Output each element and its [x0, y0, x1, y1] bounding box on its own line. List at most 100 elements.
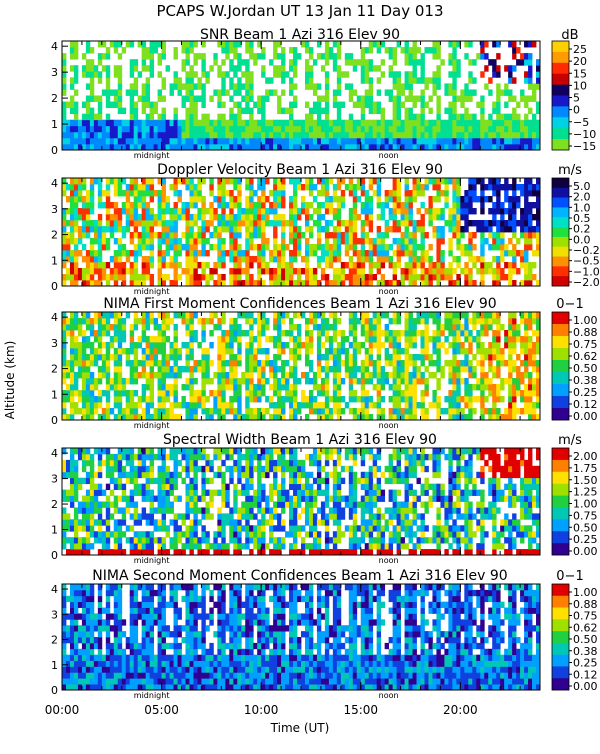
heatmap-cell	[261, 96, 265, 102]
heatmap-cell	[317, 408, 321, 414]
heatmap-cell	[452, 348, 456, 354]
heatmap-cell	[241, 378, 245, 384]
heatmap-cell	[373, 342, 377, 348]
heatmap-cell	[508, 390, 512, 396]
heatmap-cell	[162, 132, 166, 138]
heatmap-cell	[66, 496, 70, 502]
heatmap-cell	[70, 280, 74, 286]
heatmap-cell	[62, 280, 66, 286]
heatmap-cell	[261, 348, 265, 354]
heatmap-cell	[273, 402, 277, 408]
heatmap-cell	[317, 96, 321, 102]
heatmap-cell	[436, 250, 440, 256]
heatmap-cell	[114, 250, 118, 256]
heatmap-cell	[98, 238, 102, 244]
heatmap-cell	[142, 59, 146, 65]
heatmap-cell	[460, 342, 464, 348]
heatmap-cell	[126, 226, 130, 232]
heatmap-cell	[193, 59, 197, 65]
heatmap-cell	[305, 47, 309, 53]
heatmap-cell	[142, 318, 146, 324]
heatmap-cell	[162, 83, 166, 89]
heatmap-cell	[205, 280, 209, 286]
heatmap-cell	[257, 214, 261, 220]
heatmap-cell	[289, 414, 293, 420]
heatmap-cell	[126, 126, 130, 132]
heatmap-cell	[417, 77, 421, 83]
heatmap-cell	[361, 256, 365, 262]
heatmap-cell	[110, 102, 114, 108]
heatmap-cell	[353, 208, 357, 214]
heatmap-cell	[217, 274, 221, 280]
heatmap-cell	[229, 336, 233, 342]
heatmap-cell	[365, 250, 369, 256]
heatmap-cell	[82, 330, 86, 336]
heatmap-cell	[277, 96, 281, 102]
heatmap-cell	[289, 196, 293, 202]
heatmap-cell	[289, 202, 293, 208]
heatmap-cell	[94, 330, 98, 336]
heatmap-cell	[345, 220, 349, 226]
heatmap-cell	[265, 214, 269, 220]
heatmap-cell	[524, 244, 528, 250]
heatmap-cell	[174, 280, 178, 286]
heatmap-cell	[341, 196, 345, 202]
heatmap-cell	[205, 114, 209, 120]
heatmap-cell	[377, 372, 381, 378]
heatmap-cell	[249, 372, 253, 378]
heatmap-cell	[301, 268, 305, 274]
heatmap-cell	[86, 472, 90, 478]
heatmap-cell	[413, 196, 417, 202]
heatmap-cell	[185, 41, 189, 47]
heatmap-cell	[114, 414, 118, 420]
heatmap-cell	[273, 126, 277, 132]
heatmap-cell	[317, 114, 321, 120]
heatmap-cell	[249, 396, 253, 402]
heatmap-cell	[373, 366, 377, 372]
heatmap-cell	[361, 96, 365, 102]
heatmap-cell	[293, 250, 297, 256]
heatmap-cell	[361, 132, 365, 138]
heatmap-cell	[345, 238, 349, 244]
colorbar-segment	[552, 52, 569, 63]
heatmap-cell	[86, 196, 90, 202]
heatmap-cell	[146, 226, 150, 232]
heatmap-cell	[225, 190, 229, 196]
heatmap-cell	[126, 378, 130, 384]
heatmap-cell	[237, 132, 241, 138]
heatmap-cell	[70, 448, 74, 454]
heatmap-cell	[94, 226, 98, 232]
heatmap-cell	[102, 366, 106, 372]
heatmap-cell	[440, 126, 444, 132]
heatmap-cell	[524, 256, 528, 262]
heatmap-cell	[532, 214, 536, 220]
heatmap-cell	[142, 144, 146, 150]
heatmap-cell	[305, 226, 309, 232]
heatmap-cell	[146, 274, 150, 280]
heatmap-cell	[528, 71, 532, 77]
heatmap-cell	[369, 226, 373, 232]
heatmap-cell	[130, 190, 134, 196]
heatmap-cell	[393, 342, 397, 348]
heatmap-cell	[229, 214, 233, 220]
heatmap-cell	[221, 378, 225, 384]
heatmap-cell	[217, 102, 221, 108]
heatmap-cell	[277, 348, 281, 354]
heatmap-cell	[261, 114, 265, 120]
colorbar-unit: m/s	[558, 433, 582, 448]
heatmap-cell	[241, 214, 245, 220]
heatmap-cell	[520, 318, 524, 324]
heatmap-cell	[309, 268, 313, 274]
heatmap-cell	[86, 384, 90, 390]
heatmap-cell	[138, 202, 142, 208]
heatmap-cell	[249, 184, 253, 190]
heatmap-cell	[409, 336, 413, 342]
heatmap-cell	[492, 41, 496, 47]
heatmap-cell	[118, 262, 122, 268]
heatmap-cell	[520, 120, 524, 126]
heatmap-cell	[305, 280, 309, 286]
heatmap-cell	[472, 384, 476, 390]
heatmap-cell	[189, 402, 193, 408]
heatmap-cell	[484, 226, 488, 232]
heatmap-cell	[361, 202, 365, 208]
